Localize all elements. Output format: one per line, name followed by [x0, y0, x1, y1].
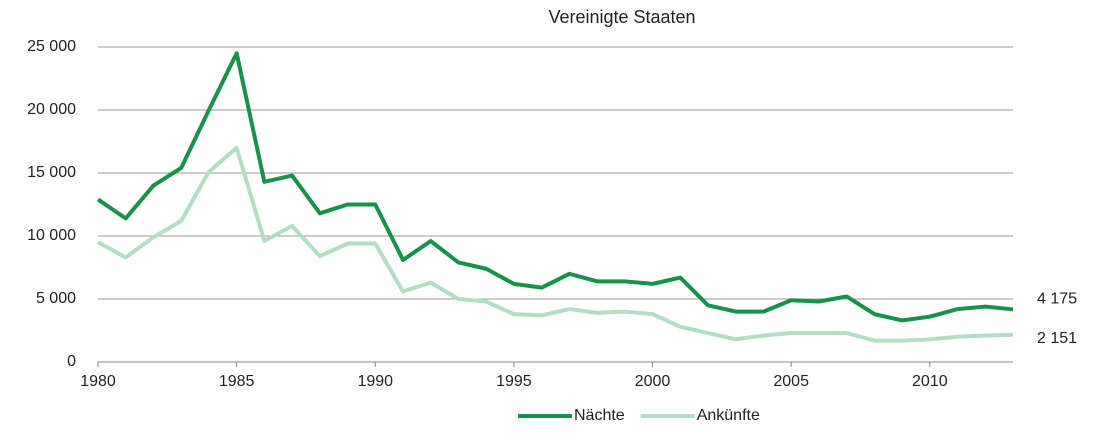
x-tick-label: 1990 — [357, 373, 393, 390]
y-tick-label: 10 000 — [27, 227, 76, 244]
x-tick-label: 2000 — [635, 373, 671, 390]
end-label: 4 175 — [1037, 291, 1077, 308]
line-series — [96, 51, 1014, 323]
y-tick-label: 5 000 — [36, 290, 76, 307]
line-series — [97, 145, 1014, 343]
y-tick-label: 0 — [67, 353, 76, 370]
y-tick-label: 20 000 — [27, 101, 76, 118]
end-label: 2 151 — [1037, 330, 1077, 347]
chart-title: Vereinigte Staaten — [548, 7, 695, 27]
x-tick-label: 1980 — [80, 373, 116, 390]
x-tick-label: 2005 — [773, 373, 809, 390]
x-tick-label: 1995 — [496, 373, 532, 390]
y-tick-label: 15 000 — [27, 164, 76, 181]
legend-label: Nächte — [574, 407, 625, 424]
y-tick-label: 25 000 — [27, 38, 76, 55]
legend-label: Ankünfte — [697, 407, 760, 424]
x-tick-label: 2010 — [912, 373, 948, 390]
x-tick-label: 1985 — [219, 373, 255, 390]
